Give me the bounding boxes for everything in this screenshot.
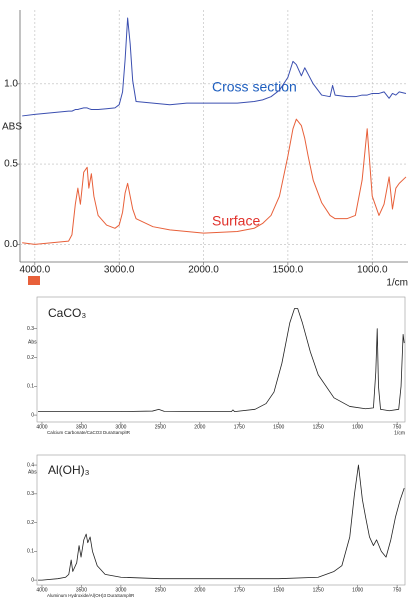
- x-tick-label: 1500.0: [273, 265, 304, 276]
- x-tick-label: 1000: [352, 424, 363, 430]
- x-tick-label: 1750: [234, 587, 245, 593]
- y-tick-label: 0.2: [27, 520, 34, 526]
- x-tick-label: 1000: [352, 587, 363, 593]
- spectrum-line: [22, 17, 407, 117]
- x-tick-label: 2000: [194, 587, 205, 593]
- plot-frame: [36, 296, 406, 423]
- y-tick-label: 0.3: [27, 326, 34, 332]
- y-tick-label: 0.1: [27, 384, 34, 390]
- y-tick-label: 0.1: [27, 549, 34, 555]
- x-tick-label: 2000: [194, 424, 205, 430]
- x-tick-label: 2500: [155, 587, 166, 593]
- y-tick-label: 0: [31, 412, 34, 418]
- x-tick-label: 4000.0: [20, 265, 51, 276]
- x-axis-label: 1/cm: [386, 278, 408, 289]
- spectrum-line: [38, 308, 405, 413]
- y-tick-label: 0.0: [4, 239, 18, 250]
- x-tick-label: 1500: [273, 587, 284, 593]
- caption: Calcium Carbonate/CaCO3 DuraSamplIR: [47, 430, 131, 435]
- x-axis-label: 1/cm: [394, 430, 405, 436]
- x-tick-label: 3500: [76, 587, 87, 593]
- annotation: Surface: [212, 213, 260, 229]
- x-tick-label: 3000.0: [104, 265, 135, 276]
- y-tick-label: 0.3: [27, 491, 34, 497]
- y-axis-label: Abs: [28, 339, 37, 345]
- x-tick-label: 3000: [115, 424, 126, 430]
- x-tick-label: 3000: [115, 587, 126, 593]
- x-tick-label: 750: [393, 587, 402, 593]
- plot-frame: [36, 454, 406, 586]
- x-tick-label: 4000: [36, 424, 47, 430]
- y-axis-label: ABS: [2, 122, 22, 133]
- x-tick-label: 3500: [76, 424, 87, 430]
- x-tick-label: 2000.0: [188, 265, 219, 276]
- chart-title: Al(OH)₃: [48, 463, 90, 477]
- x-tick-label: 2500: [155, 424, 166, 430]
- y-axis-label: Abs: [28, 469, 37, 475]
- caption: Aluminum Hydroxide/Al(OH)3 DuraSamplIR: [47, 593, 135, 598]
- spectrum-line: [22, 118, 407, 245]
- y-tick-label: 0.5: [4, 159, 18, 170]
- x-tick-label: 750: [393, 424, 402, 430]
- x-tick-label: 1500: [273, 424, 284, 430]
- x-tick-label: 1250: [313, 424, 324, 430]
- marker-square: [28, 276, 40, 285]
- spectrum-line: [38, 464, 405, 581]
- chart-title: CaCO₃: [48, 306, 86, 320]
- x-tick-label: 1000.0: [357, 265, 388, 276]
- y-tick-label: 0.2: [27, 355, 34, 361]
- y-tick-label: 1.0: [4, 78, 18, 89]
- x-tick-label: 4000: [36, 587, 47, 593]
- x-tick-label: 1250: [313, 587, 324, 593]
- annotation: Cross section: [212, 79, 297, 95]
- y-tick-label: 0.4: [27, 462, 34, 468]
- x-tick-label: 1750: [234, 424, 245, 430]
- y-tick-label: 0: [31, 577, 34, 583]
